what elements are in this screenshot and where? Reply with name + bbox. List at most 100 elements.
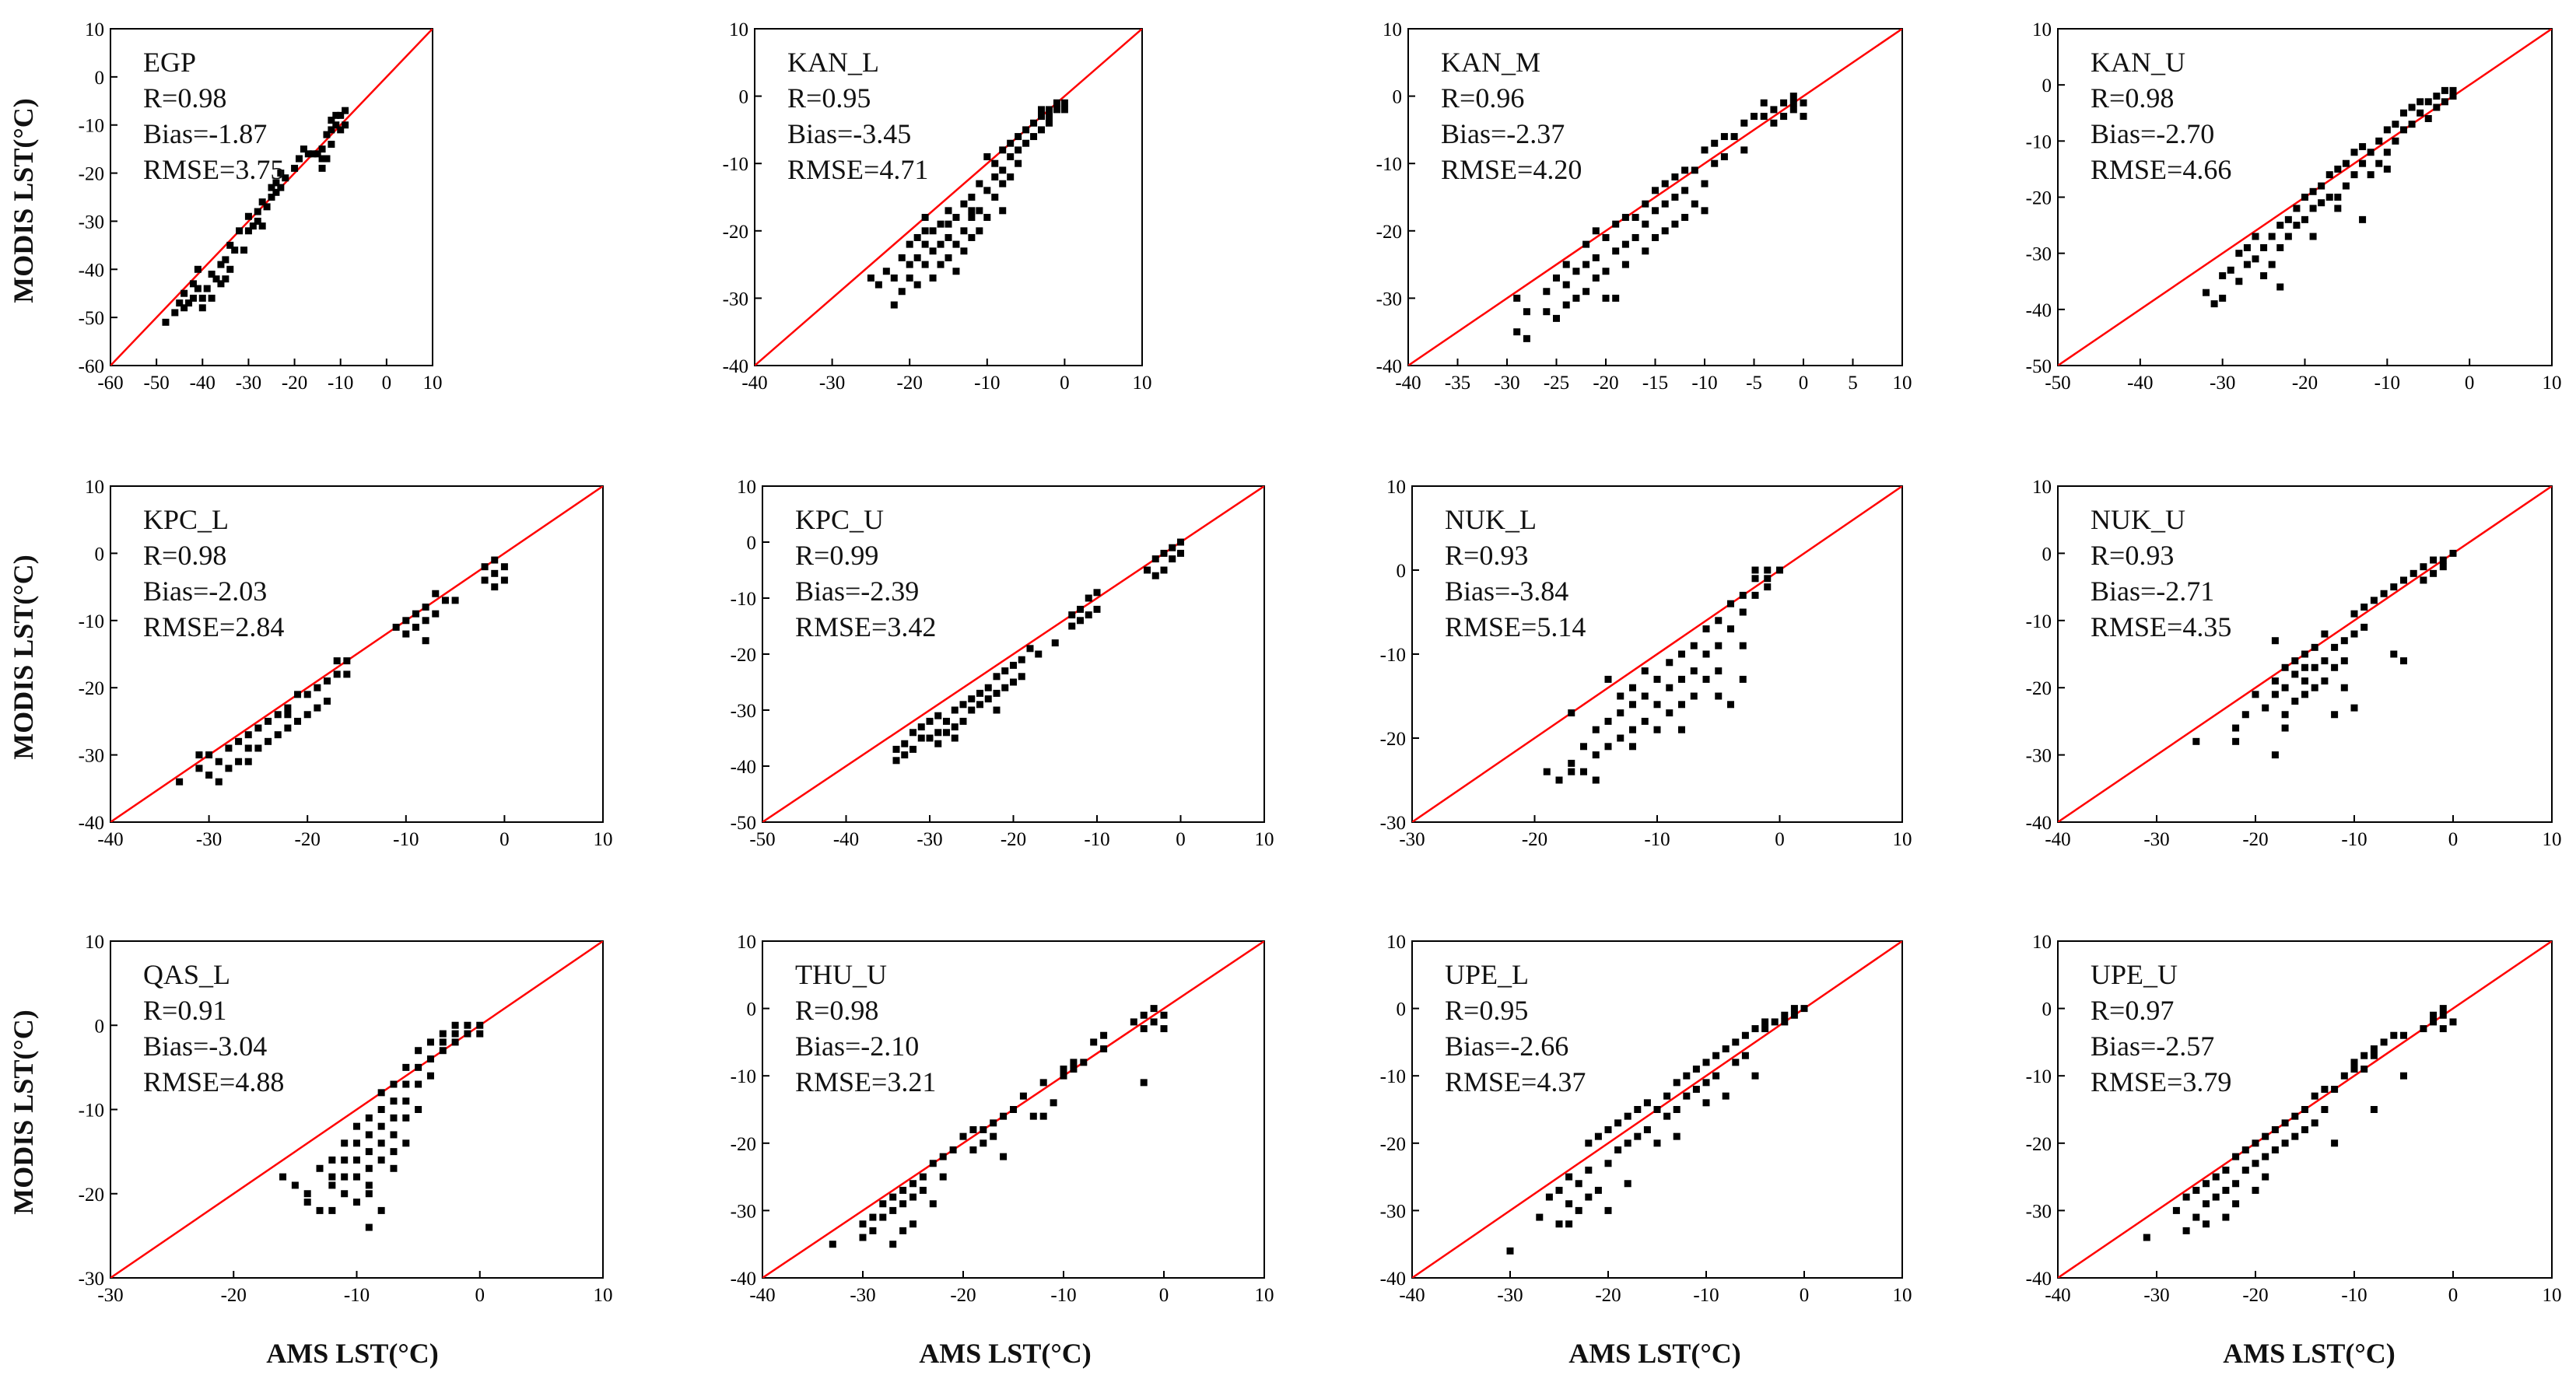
data-point xyxy=(2410,569,2417,577)
data-point xyxy=(968,233,976,241)
data-point xyxy=(1582,240,1590,248)
data-point xyxy=(215,778,223,786)
data-point xyxy=(2325,194,2333,201)
data-point xyxy=(2375,159,2383,167)
data-point xyxy=(244,731,252,739)
data-point xyxy=(1673,1106,1681,1113)
data-point xyxy=(913,281,921,289)
stat-rmse: RMSE=4.20 xyxy=(1441,154,1582,185)
data-point xyxy=(2400,1072,2407,1080)
data-point xyxy=(1790,1005,1798,1013)
data-point xyxy=(1045,113,1053,121)
data-point xyxy=(2311,1092,2318,1100)
data-point xyxy=(1007,153,1015,161)
data-point xyxy=(1555,1220,1563,1228)
data-point xyxy=(2301,215,2308,223)
y-tick-label: -60 xyxy=(79,356,104,377)
data-point xyxy=(889,1193,897,1201)
data-point xyxy=(952,240,960,248)
x-tick-label: -50 xyxy=(2045,373,2070,394)
data-point xyxy=(365,1148,373,1156)
data-point xyxy=(1604,675,1612,683)
data-point xyxy=(225,765,233,772)
data-point xyxy=(2408,121,2416,128)
data-point xyxy=(2301,1106,2308,1113)
x-tick-label: -30 xyxy=(916,829,942,850)
data-point xyxy=(1513,328,1521,336)
scatter-points xyxy=(2203,86,2457,308)
data-point xyxy=(2321,1106,2329,1113)
data-point xyxy=(2252,691,2259,698)
data-point xyxy=(2430,1011,2438,1019)
data-point xyxy=(898,288,906,296)
data-point xyxy=(2281,1139,2289,1147)
stat-r: R=0.95 xyxy=(787,82,871,114)
data-point xyxy=(1652,187,1659,194)
data-point xyxy=(402,1139,410,1147)
data-point xyxy=(390,1148,398,1156)
x-tick-label: -20 xyxy=(295,829,321,850)
y-tick-label: -40 xyxy=(79,260,104,281)
data-point xyxy=(859,1220,867,1228)
data-point xyxy=(1177,549,1184,557)
y-tick-label: -10 xyxy=(731,589,756,610)
data-point xyxy=(901,740,909,747)
data-point xyxy=(2243,243,2251,251)
panel-thu_u: -40 -30 -20 -10 0 10 -40 -30 -20 -10 0 10 THU_U R=0.9… xyxy=(731,932,1274,1306)
data-point xyxy=(1739,591,1747,599)
y-tick-label: -40 xyxy=(1380,1269,1406,1290)
x-tick-label: 0 xyxy=(2448,1285,2459,1306)
y-tick-label: 0 xyxy=(747,533,757,554)
data-point xyxy=(2321,1086,2329,1094)
y-tick-label: 10 xyxy=(729,19,748,40)
data-point xyxy=(226,241,234,249)
plot-frame xyxy=(754,28,1143,366)
x-tick-label: -30 xyxy=(236,373,261,394)
stat-rmse: RMSE=4.35 xyxy=(2091,611,2231,642)
data-point xyxy=(432,610,440,618)
data-point xyxy=(929,227,937,235)
data-point xyxy=(422,604,429,611)
data-point xyxy=(1039,1079,1047,1087)
y-tick-label: -40 xyxy=(2026,813,2052,834)
data-point xyxy=(1643,1099,1651,1107)
data-point xyxy=(968,207,976,215)
data-point xyxy=(1051,639,1059,647)
data-point xyxy=(337,126,345,134)
x-tick-label: 10 xyxy=(2543,373,2562,394)
data-point xyxy=(2284,215,2292,223)
data-point xyxy=(2334,165,2342,173)
data-point xyxy=(2350,149,2358,156)
data-point xyxy=(1692,1066,1700,1073)
x-tick-label: -40 xyxy=(1399,1285,1425,1306)
data-point xyxy=(1604,1160,1612,1167)
data-point xyxy=(889,1241,897,1248)
data-point xyxy=(2380,1038,2388,1046)
data-point xyxy=(1568,759,1575,767)
data-point xyxy=(993,673,1001,681)
data-point xyxy=(1761,1025,1769,1033)
data-point xyxy=(2203,1180,2210,1188)
data-point xyxy=(1038,126,1046,134)
panel-title: THU_U xyxy=(795,959,887,990)
data-point xyxy=(959,1132,967,1140)
data-point xyxy=(377,1139,385,1147)
data-point xyxy=(2420,1025,2427,1033)
x-axis-title-col-4: AMS LST(°C) xyxy=(2223,1338,2395,1369)
data-point xyxy=(415,1063,422,1071)
data-point xyxy=(945,254,952,261)
panel-title: KAN_U xyxy=(2091,47,2185,78)
data-point xyxy=(439,1030,447,1038)
data-point xyxy=(2400,1031,2407,1039)
data-point xyxy=(1140,1011,1148,1019)
data-point xyxy=(1641,717,1649,725)
data-point xyxy=(328,1181,336,1189)
scatter-points xyxy=(1506,1005,1808,1255)
data-point xyxy=(212,275,220,283)
data-point xyxy=(342,121,349,129)
data-point xyxy=(2350,171,2358,179)
data-point xyxy=(1624,1112,1631,1120)
data-point xyxy=(2321,677,2329,685)
data-point xyxy=(365,1190,373,1198)
y-tick-label: 10 xyxy=(85,932,104,953)
